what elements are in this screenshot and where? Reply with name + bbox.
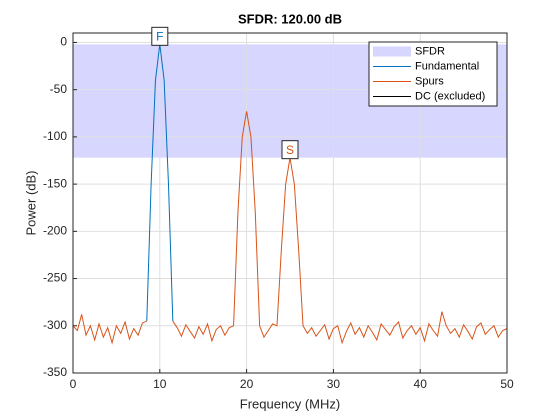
y-axis-label: Power (dB) <box>23 170 38 235</box>
legend-box <box>368 41 498 107</box>
series-line <box>72 111 508 345</box>
y-tick-label: -50 <box>50 82 68 96</box>
annotation-label: F <box>156 30 163 44</box>
axes-box <box>72 32 508 374</box>
legend-label: Spurs <box>415 75 444 87</box>
x-axis-label: Frequency (MHz) <box>240 396 340 411</box>
x-tick-label: 0 <box>70 377 77 391</box>
y-tick-label: 0 <box>60 35 67 49</box>
x-tick-label: 30 <box>327 377 341 391</box>
x-tick-label: 40 <box>414 377 428 391</box>
annotation-box <box>151 26 169 46</box>
chart-title: SFDR: 120.00 dB <box>238 11 342 26</box>
y-tick-label: -200 <box>43 224 67 238</box>
y-tick-label: -350 <box>43 365 67 379</box>
legend-swatch <box>373 46 411 57</box>
legend-label: DC (excluded) <box>415 90 485 102</box>
y-tick-label: -250 <box>43 271 67 285</box>
y-tick-label: -150 <box>43 176 67 190</box>
annotation-label: S <box>286 143 294 157</box>
annotation-box <box>281 140 299 160</box>
x-tick-label: 10 <box>153 377 167 391</box>
y-tick-label: -300 <box>43 318 67 332</box>
x-tick-label: 50 <box>500 377 514 391</box>
y-tick-label: -100 <box>43 129 67 143</box>
legend-label: SFDR <box>415 45 445 57</box>
legend-label: Fundamental <box>415 60 479 72</box>
x-tick-label: 20 <box>240 377 254 391</box>
